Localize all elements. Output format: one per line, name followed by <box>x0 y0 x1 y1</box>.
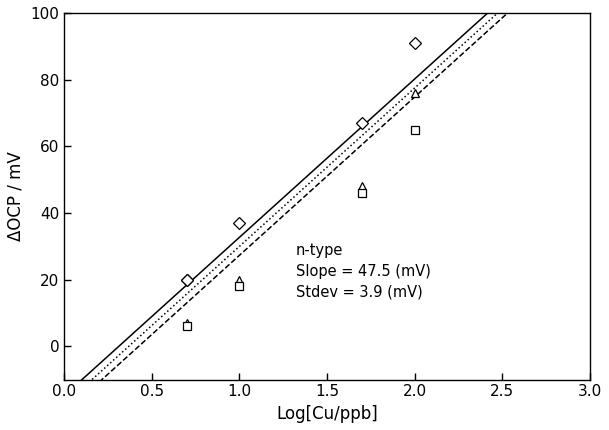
Y-axis label: ΔOCP / mV: ΔOCP / mV <box>7 151 25 241</box>
X-axis label: Log[Cu/ppb]: Log[Cu/ppb] <box>276 405 378 423</box>
Text: n-type
Slope = 47.5 (mV)
Stdev = 3.9 (mV): n-type Slope = 47.5 (mV) Stdev = 3.9 (mV… <box>295 243 431 300</box>
